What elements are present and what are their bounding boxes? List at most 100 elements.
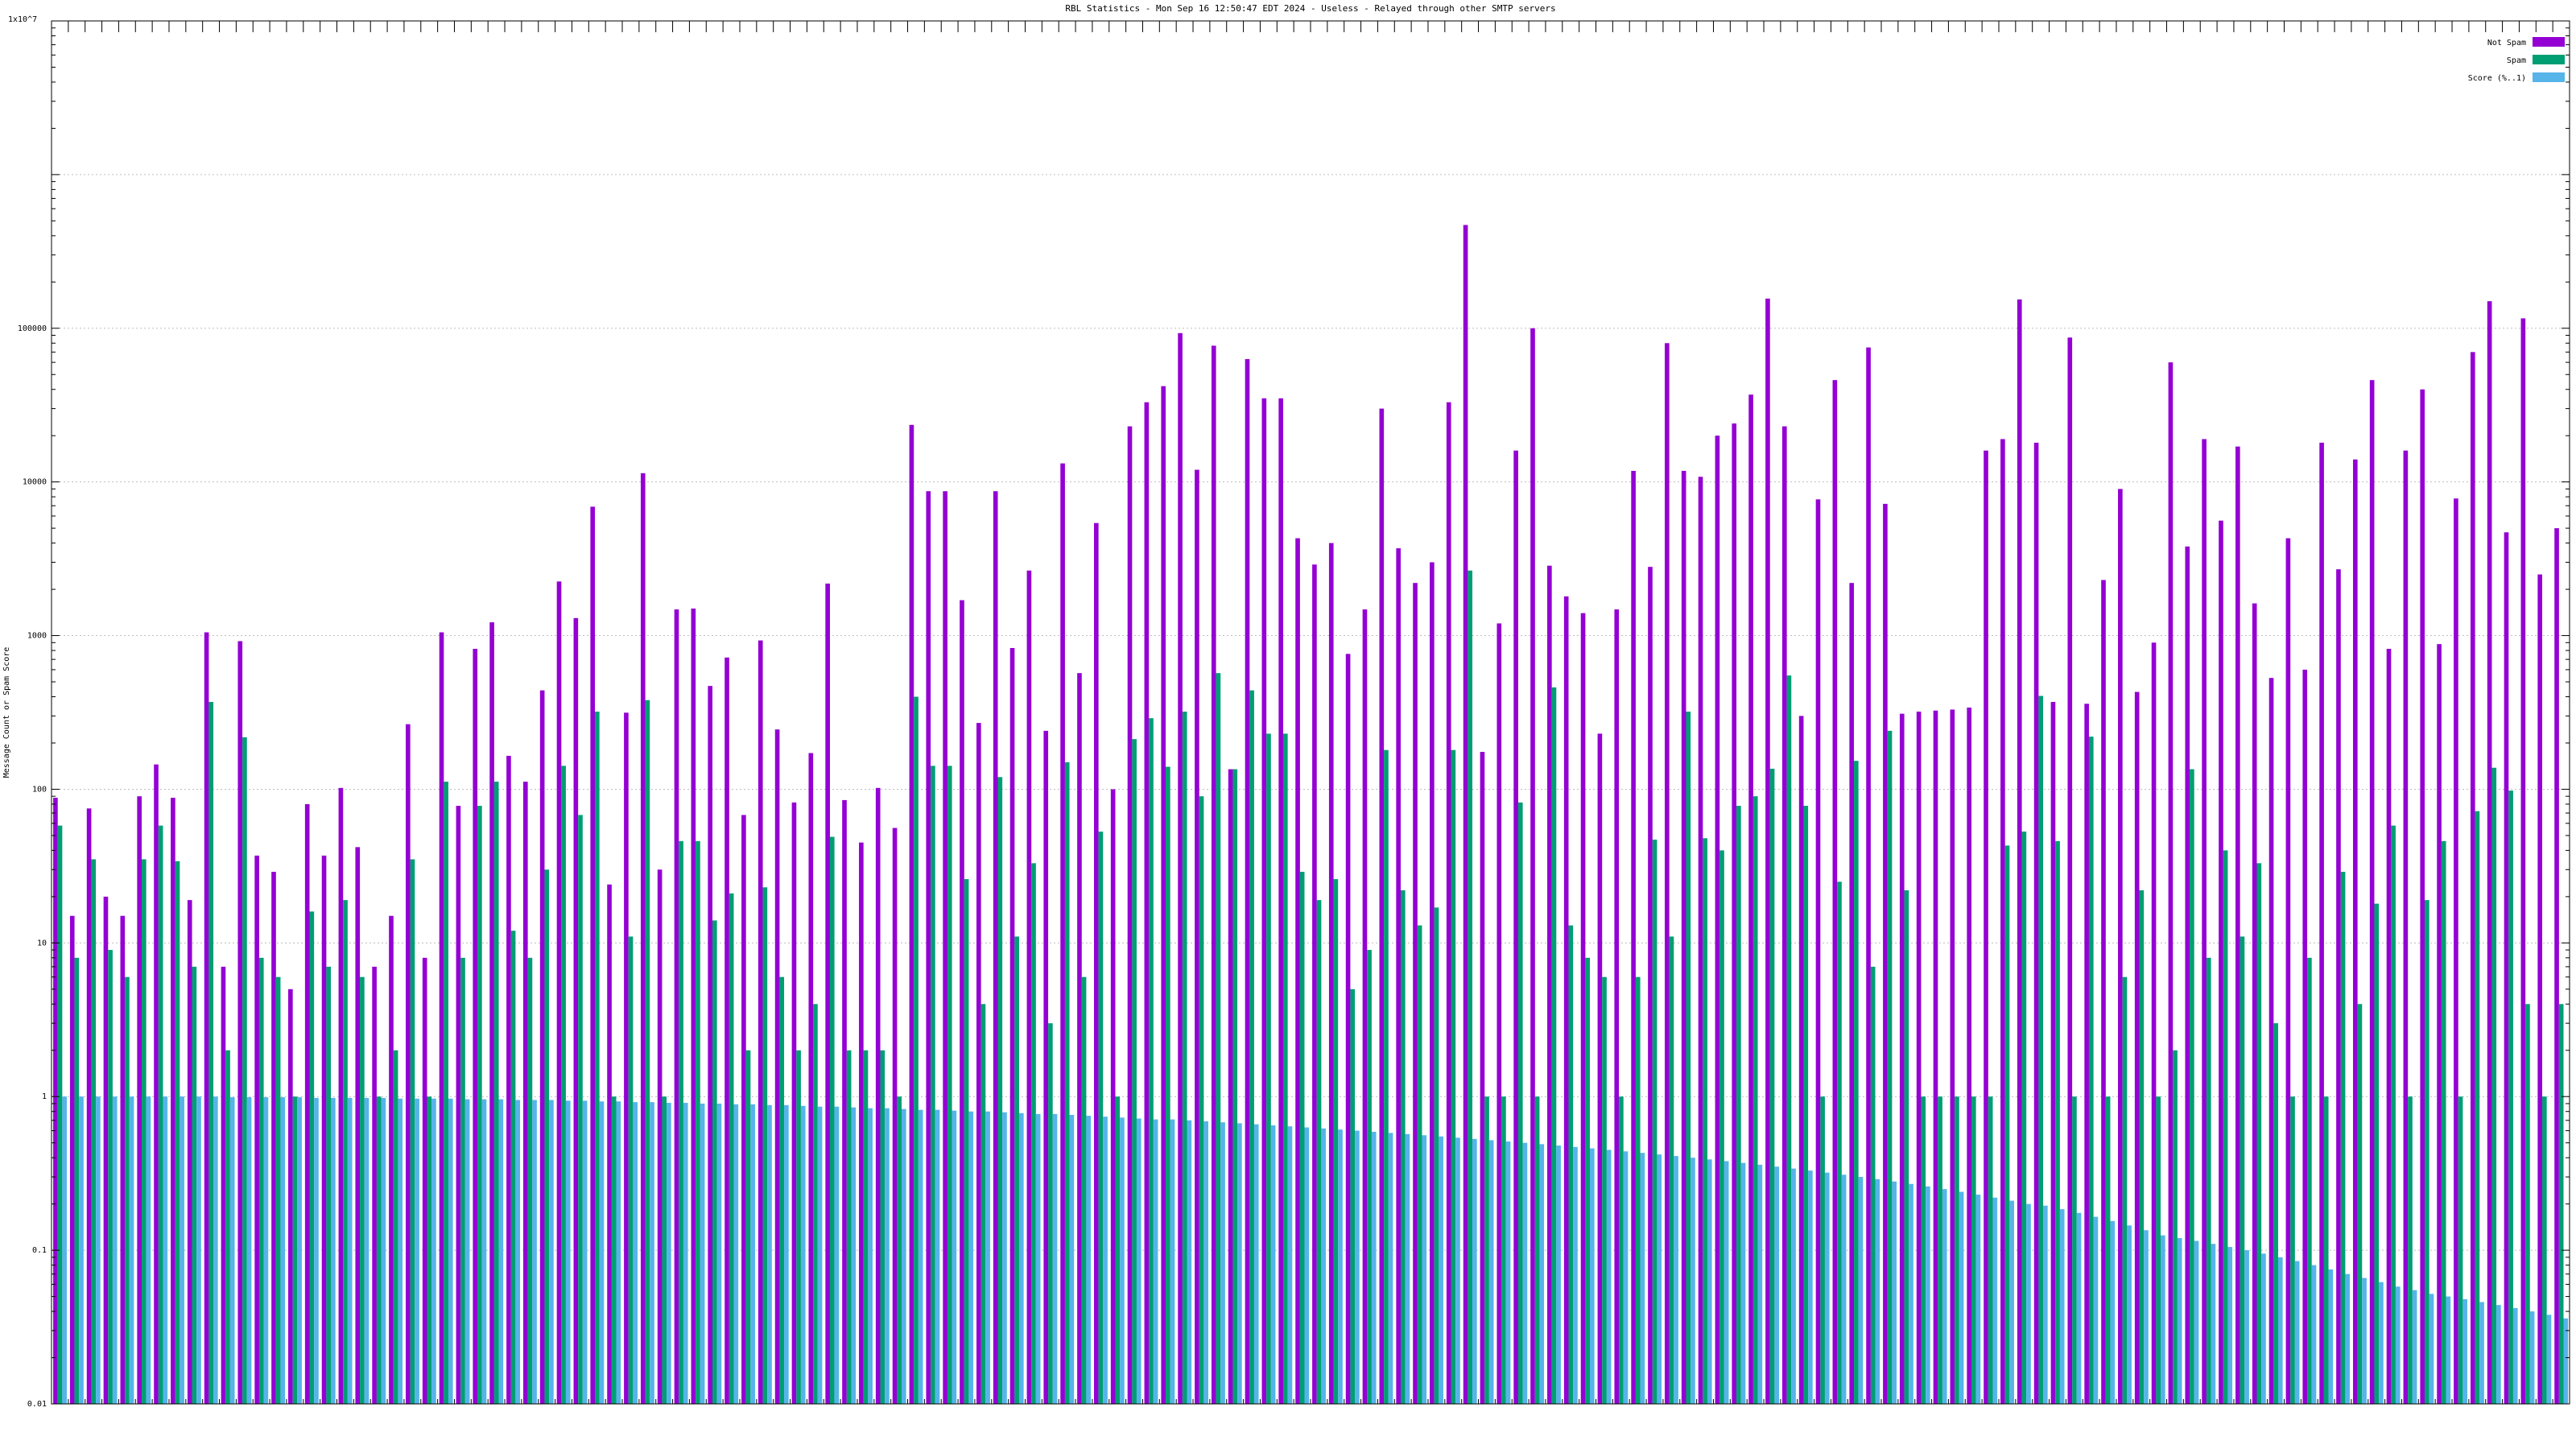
not-spam-bar (171, 798, 175, 1404)
not-spam-bar (422, 957, 427, 1404)
score-bar (297, 1097, 302, 1404)
spam-bar (662, 1096, 667, 1404)
spam-bar (360, 976, 365, 1404)
score-bar (1926, 1186, 1930, 1404)
spam-bar (2357, 1004, 2363, 1404)
score-bar (180, 1096, 184, 1404)
score-bar (650, 1102, 654, 1404)
score-bar (2496, 1305, 2501, 1404)
spam-bar (1216, 673, 1221, 1404)
spam-bar (1837, 881, 1842, 1404)
score-bar (633, 1102, 638, 1404)
spam-bar (1166, 766, 1170, 1404)
spam-bar (493, 782, 499, 1404)
score-bar (733, 1104, 739, 1404)
score-bar (448, 1098, 453, 1404)
score-bar (2177, 1237, 2182, 1404)
not-spam-bar (1899, 713, 1905, 1404)
not-spam-bar (2504, 532, 2509, 1404)
spam-bar (1064, 762, 1070, 1404)
score-bar (146, 1096, 151, 1404)
not-spam-bar (2134, 691, 2140, 1404)
not-spam-bar (1228, 769, 1233, 1404)
spam-bar (2256, 863, 2262, 1404)
score-bar (1253, 1124, 1259, 1404)
not-spam-bar (2067, 337, 2073, 1404)
score-bar (1774, 1166, 1780, 1404)
score-bar (1757, 1164, 1763, 1404)
not-spam-bar (2000, 439, 2005, 1404)
score-bar (2009, 1200, 2014, 1404)
spam-bar (2558, 1004, 2564, 1404)
score-bar (2144, 1230, 2149, 1404)
spam-bar (1719, 850, 1724, 1404)
not-spam-bar (2437, 644, 2442, 1404)
not-spam-bar (1278, 398, 1284, 1405)
not-spam-bar (859, 842, 864, 1404)
score-bar (968, 1111, 974, 1404)
not-spam-bar (1580, 613, 1586, 1404)
y-tick-label: 0.01 (27, 1400, 47, 1409)
not-spam-bar (842, 799, 847, 1404)
spam-bar (1904, 890, 1909, 1404)
not-spam-bar (2420, 389, 2425, 1404)
not-spam-bar (1026, 570, 1032, 1404)
spam-bar (1468, 570, 1473, 1404)
spam-bar (1098, 832, 1104, 1404)
not-spam-bar (640, 473, 646, 1404)
not-spam-bar (1060, 463, 1065, 1405)
not-spam-bar (2520, 318, 2526, 1405)
score-bar (834, 1106, 840, 1404)
score-bar (1086, 1116, 1092, 1404)
spam-bar (712, 920, 717, 1404)
not-spam-bar (2033, 442, 2039, 1404)
score-bar (1690, 1158, 1695, 1404)
spam-bar (2240, 936, 2245, 1404)
series-spam-bars (57, 570, 2564, 1404)
not-spam-bar (1748, 394, 1753, 1405)
not-spam-bar (439, 632, 444, 1404)
score-bar (2563, 1318, 2569, 1404)
not-spam-bar (120, 915, 126, 1404)
score-bar (1841, 1174, 1847, 1404)
score-bar (347, 1097, 353, 1404)
not-spam-bar (2185, 546, 2190, 1404)
not-spam-bar (674, 609, 679, 1404)
spam-bar (880, 1050, 886, 1404)
score-bar (364, 1097, 369, 1404)
not-spam-bar (69, 915, 75, 1404)
spam-bar (762, 887, 768, 1404)
score-bar (1220, 1122, 1225, 1404)
not-spam-bar (1093, 522, 1099, 1404)
score-bar (280, 1097, 286, 1404)
spam-bar (2290, 1096, 2295, 1404)
not-spam-bar (2252, 603, 2257, 1404)
spam-bar (679, 840, 683, 1404)
spam-bar (1451, 749, 1456, 1404)
not-spam-bar (2268, 678, 2274, 1404)
spam-bar (931, 766, 935, 1404)
not-spam-bar (2336, 569, 2341, 1404)
score-bar (1740, 1162, 1746, 1404)
score-bar (1304, 1127, 1310, 1404)
spam-bar (628, 936, 634, 1404)
not-spam-bar (1547, 565, 1552, 1404)
score-bar (935, 1109, 940, 1404)
not-spam-bar (1513, 450, 1518, 1405)
score-bar (1270, 1125, 1276, 1404)
spam-bar (326, 966, 331, 1404)
not-spam-bar (1765, 298, 1770, 1404)
score-bar (2277, 1257, 2283, 1404)
score-bar (112, 1096, 118, 1404)
score-bar (1505, 1141, 1511, 1404)
bar-layer (53, 225, 2569, 1405)
score-bar (1120, 1117, 1125, 1404)
score-bar (431, 1098, 436, 1404)
not-spam-bar (2386, 649, 2392, 1404)
not-spam-bar (1883, 503, 1888, 1404)
spam-bar (997, 777, 1003, 1404)
score-bar (582, 1100, 588, 1404)
score-bar (1791, 1168, 1796, 1404)
score-bar (750, 1104, 755, 1404)
score-bar (549, 1100, 554, 1404)
